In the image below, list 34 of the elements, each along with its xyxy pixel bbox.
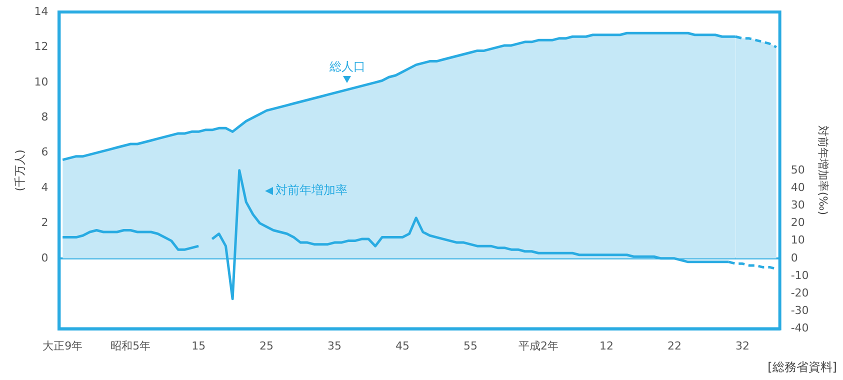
- text: [総務省資料]: [768, 360, 837, 374]
- y-tick-label: 10: [34, 75, 48, 88]
- x-tick-label: 35: [328, 339, 342, 352]
- y-tick-label: 8: [41, 110, 48, 124]
- x-tick-label: 大正9年: [42, 339, 83, 352]
- y-tick-label: 0: [41, 251, 48, 264]
- y2-tick-label: -10: [790, 268, 809, 282]
- y2-tick-label: 50: [790, 163, 805, 176]
- y-tick-label: 12: [34, 40, 48, 54]
- x-tick-label: 平成2年: [518, 339, 558, 352]
- x-tick-label: 32: [735, 339, 750, 352]
- x-tick-label: 55: [464, 339, 478, 352]
- y-tick-label: 6: [41, 146, 48, 159]
- y-tick-label: 4: [41, 180, 48, 194]
- y-axis-title: (千万人): [13, 150, 26, 192]
- y2-tick-label: -40: [790, 322, 809, 335]
- x-tick-label: 12: [599, 339, 614, 352]
- annotation: 総人口: [328, 60, 366, 74]
- x-tick-label: 15: [192, 339, 206, 352]
- y2-tick-label: 20: [790, 216, 805, 230]
- y2-tick-label: 10: [790, 234, 805, 247]
- x-tick-label: 昭和5年: [110, 339, 151, 352]
- y2-tick-label: 0: [790, 251, 798, 264]
- y-tick-label: 14: [34, 4, 48, 18]
- y2-tick-label: 40: [790, 180, 805, 194]
- y2-tick-label: 30: [790, 198, 805, 212]
- x-tick-label: 22: [667, 339, 682, 352]
- annotation: 対前年増加率: [276, 183, 348, 198]
- x-tick-label: 45: [396, 339, 410, 352]
- y2-tick-label: -30: [790, 304, 809, 318]
- x-tick-label: 25: [260, 339, 274, 352]
- y2-tick-label: -20: [790, 286, 809, 300]
- y2-axis-title: 対前年増加率(‰): [816, 126, 830, 216]
- y-tick-label: 2: [41, 216, 48, 230]
